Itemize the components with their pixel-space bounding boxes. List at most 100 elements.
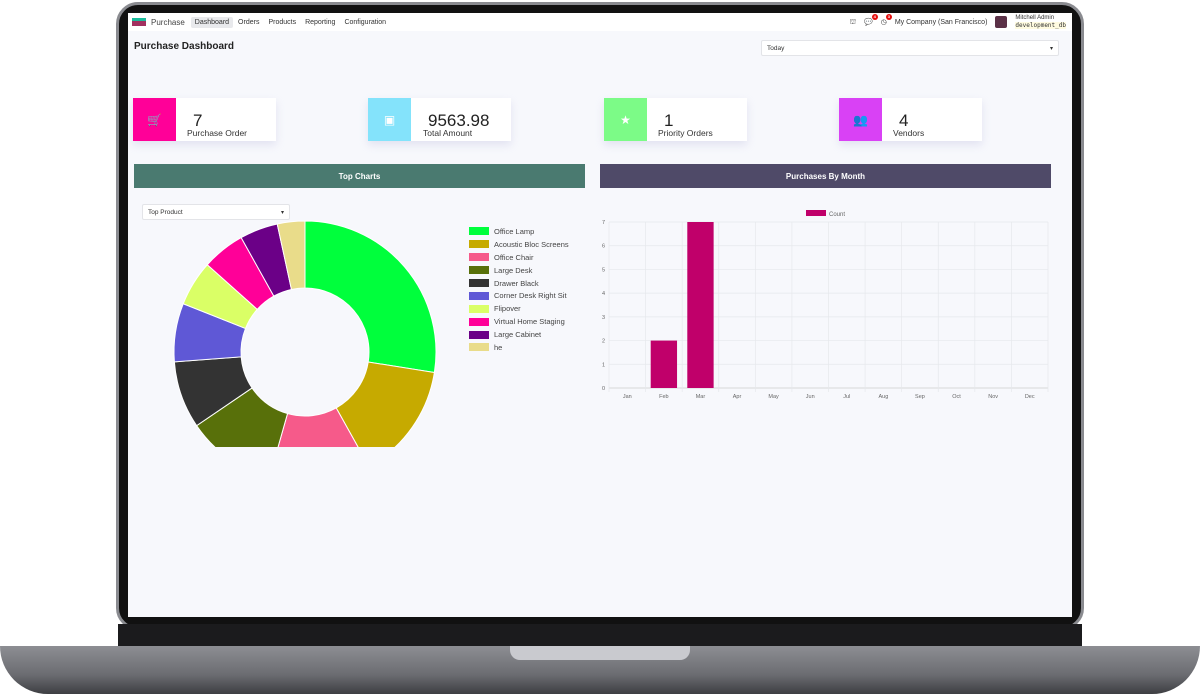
legend-label: Large Cabinet: [494, 330, 542, 340]
top-product-donut-chart: [173, 220, 437, 447]
legend-label: Office Chair: [494, 252, 534, 262]
kpi-label: Priority Orders: [658, 128, 713, 138]
legend-swatch: [469, 343, 489, 352]
laptop-notch: [510, 646, 690, 660]
donut-slice-office-lamp[interactable]: [304, 220, 437, 374]
menu-configuration[interactable]: Configuration: [344, 18, 387, 26]
legend-item[interactable]: he: [469, 341, 569, 354]
activity-count: 3: [885, 14, 892, 20]
x-tick-label: Feb: [659, 394, 668, 400]
x-tick-label: May: [768, 394, 779, 400]
x-tick-label: Jul: [843, 394, 850, 400]
donut-slice-acoustic-bloc-screens[interactable]: [335, 361, 435, 447]
star-icon: ★: [604, 98, 647, 141]
legend-label: Acoustic Bloc Screens: [494, 239, 569, 249]
y-tick-label: 1: [602, 362, 605, 368]
legend-label: Large Desk: [494, 265, 533, 275]
donut-slice-office-chair[interactable]: [269, 407, 369, 447]
legend-label: Virtual Home Staging: [494, 317, 565, 327]
filter-value: Top Product: [148, 208, 183, 216]
legend-swatch: [469, 266, 489, 275]
x-tick-label: Apr: [733, 394, 742, 400]
legend-item[interactable]: Drawer Black: [469, 277, 569, 290]
users-icon: 👥: [839, 98, 882, 141]
money-icon: ▣: [368, 98, 411, 141]
top-charts-header: Top Charts: [134, 164, 585, 188]
kpi-value: 9563.98: [428, 111, 490, 130]
legend-item[interactable]: Corner Desk Right Sit: [469, 289, 569, 302]
kpi-value: 1: [664, 111, 674, 130]
y-tick-label: 5: [602, 267, 605, 273]
company-switcher[interactable]: My Company (San Francisco): [894, 18, 988, 26]
donut-legend: Office Lamp Acoustic Bloc Screens Office C…: [469, 225, 569, 354]
legend-swatch: [469, 227, 489, 236]
legend-swatch: [469, 253, 489, 262]
purchases-by-month-header: Purchases By Month: [600, 164, 1051, 188]
kpi-purchase-order[interactable]: 🛒 7 Purchase Order: [133, 98, 276, 141]
kpi-priority-orders[interactable]: ★ 1 Priority Orders: [604, 98, 747, 141]
legend-swatch: [469, 330, 489, 339]
period-select[interactable]: Today: [761, 40, 1059, 56]
y-tick-label: 6: [602, 244, 605, 250]
top-navbar: Purchase Dashboard Orders Products Repor…: [128, 13, 1072, 31]
user-name[interactable]: Mitchell Admin: [1015, 15, 1055, 21]
kpi-label: Total Amount: [423, 128, 473, 138]
x-tick-label: Jun: [806, 394, 815, 400]
app-logo-icon[interactable]: [132, 18, 146, 26]
activity-icon[interactable]: ◷ 3: [880, 14, 892, 26]
x-tick-label: Dec: [1025, 394, 1035, 400]
legend-item[interactable]: Large Desk: [469, 264, 569, 277]
legend-label: Office Lamp: [494, 226, 535, 236]
kpi-vendors[interactable]: 👥 4 Vendors: [839, 98, 982, 141]
kpi-label: Vendors: [893, 128, 925, 138]
legend-label-count: Count: [829, 212, 845, 218]
chat-count: 4: [871, 14, 878, 20]
cart-icon: 🛒: [133, 98, 176, 141]
kpi-value: 7: [193, 111, 203, 130]
page-title: Purchase Dashboard: [134, 41, 235, 52]
legend-item[interactable]: Flipover: [469, 302, 569, 315]
screen: Purchase Dashboard Orders Products Repor…: [128, 13, 1072, 617]
legend-swatch-count: [806, 210, 826, 216]
menu-reporting[interactable]: Reporting: [305, 18, 336, 26]
legend-item[interactable]: Large Cabinet: [469, 328, 569, 341]
bug-icon[interactable]: ⛫: [849, 18, 856, 26]
app-name[interactable]: Purchase: [151, 17, 185, 27]
legend-swatch: [469, 279, 489, 287]
chat-icon[interactable]: 💬 4: [864, 14, 878, 26]
legend-item[interactable]: Acoustic Bloc Screens: [469, 238, 569, 251]
legend-item[interactable]: Office Chair: [469, 251, 569, 264]
period-value: Today: [767, 44, 785, 52]
top-chart-filter-select[interactable]: Top Product: [142, 204, 290, 220]
y-tick-label: 7: [602, 220, 605, 226]
menu-products[interactable]: Products: [268, 18, 297, 26]
laptop-chin: [118, 624, 1082, 648]
y-tick-label: 4: [602, 291, 605, 297]
purchases-by-month-bar-chart: Count 0 1 2 3 4 5 6 7 Jan Feb Mar Apr May Jun Jul Aug Sep…: [602, 210, 1049, 400]
legend-item[interactable]: Virtual Home Staging: [469, 315, 569, 328]
kpi-total-amount[interactable]: ▣ 9563.98 Total Amount: [368, 98, 511, 141]
menu-dashboard[interactable]: Dashboard: [190, 16, 234, 28]
y-tick-label: 2: [602, 339, 605, 345]
bar-feb[interactable]: [650, 340, 678, 388]
legend-swatch: [469, 291, 489, 300]
y-tick-label: 3: [602, 315, 605, 321]
y-tick-label: 0: [602, 386, 605, 392]
x-tick-label: Aug: [878, 394, 888, 400]
legend-swatch: [469, 240, 489, 249]
db-name: development_db: [1015, 22, 1066, 29]
legend-label: Corner Desk Right Sit: [494, 291, 567, 301]
legend-swatch: [469, 304, 489, 313]
legend-label: Flipover: [494, 304, 521, 314]
bar-mar[interactable]: [687, 222, 714, 388]
legend-item[interactable]: Office Lamp: [469, 225, 569, 238]
x-tick-label: Oct: [952, 394, 961, 400]
avatar[interactable]: [995, 16, 1008, 28]
donut-slice-he[interactable]: [276, 220, 306, 291]
legend-label: he: [494, 342, 503, 352]
kpi-label: Purchase Order: [187, 128, 247, 138]
x-tick-label: Sep: [915, 394, 925, 400]
menu-orders[interactable]: Orders: [238, 18, 260, 26]
x-tick-label: Jan: [623, 394, 632, 400]
x-tick-label: Mar: [696, 394, 706, 400]
